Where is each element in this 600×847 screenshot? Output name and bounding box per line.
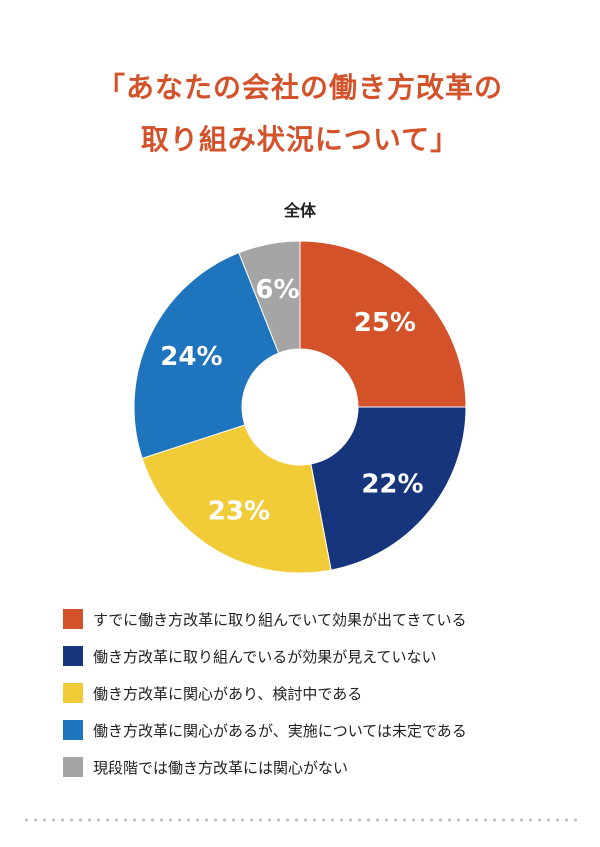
chart-title: 「あなたの会社の働き方改革の 取り組み状況について」 [0, 62, 600, 166]
donut-slice [141, 424, 332, 574]
legend-item: すでに働き方改革に取り組んでいて効果が出てきている [63, 609, 583, 629]
slice-value-label: 24% [160, 342, 222, 372]
legend-swatch [63, 609, 83, 629]
legend-item: 働き方改革に取り組んでいるが効果が見えていない [63, 646, 583, 666]
donut-slice [133, 252, 280, 459]
slice-value-label: 22% [361, 469, 423, 499]
slice-value-label: 6% [255, 275, 299, 305]
legend-item: 働き方改革に関心があり、検討中である [63, 683, 583, 703]
legend-label: 働き方改革に関心があり、検討中である [93, 684, 363, 703]
legend-swatch [63, 646, 83, 666]
donut-slice [299, 240, 467, 408]
chart-title-line-1: 「あなたの会社の働き方改革の [96, 71, 503, 104]
chart-title-line-2: 取り組み状況について」 [140, 123, 460, 156]
dotted-divider [22, 818, 578, 822]
legend-label: すでに働き方改革に取り組んでいて効果が出てきている [93, 610, 467, 629]
slice-value-label: 25% [354, 308, 416, 338]
legend-item: 働き方改革に関心があるが、実施については未定である [63, 720, 583, 740]
donut-slice [238, 240, 301, 354]
slice-value-label: 23% [208, 496, 270, 526]
legend-label: 現段階では働き方改革には関心がない [93, 758, 349, 777]
legend-label: 働き方改革に取り組んでいるが効果が見えていない [93, 647, 437, 666]
legend-swatch [63, 683, 83, 703]
chart-subtitle: 全体 [283, 201, 316, 220]
legend-swatch [63, 720, 83, 740]
legend-item: 現段階では働き方改革には関心がない [63, 757, 583, 777]
legend-label: 働き方改革に関心があるが、実施については未定である [93, 721, 467, 740]
legend: すでに働き方改革に取り組んでいて効果が出てきている 働き方改革に取り組んでいるが… [63, 609, 583, 794]
legend-swatch [63, 757, 83, 777]
donut-chart: 25% 22% 23% 24% 6% [133, 240, 467, 574]
donut-slice [310, 406, 467, 571]
